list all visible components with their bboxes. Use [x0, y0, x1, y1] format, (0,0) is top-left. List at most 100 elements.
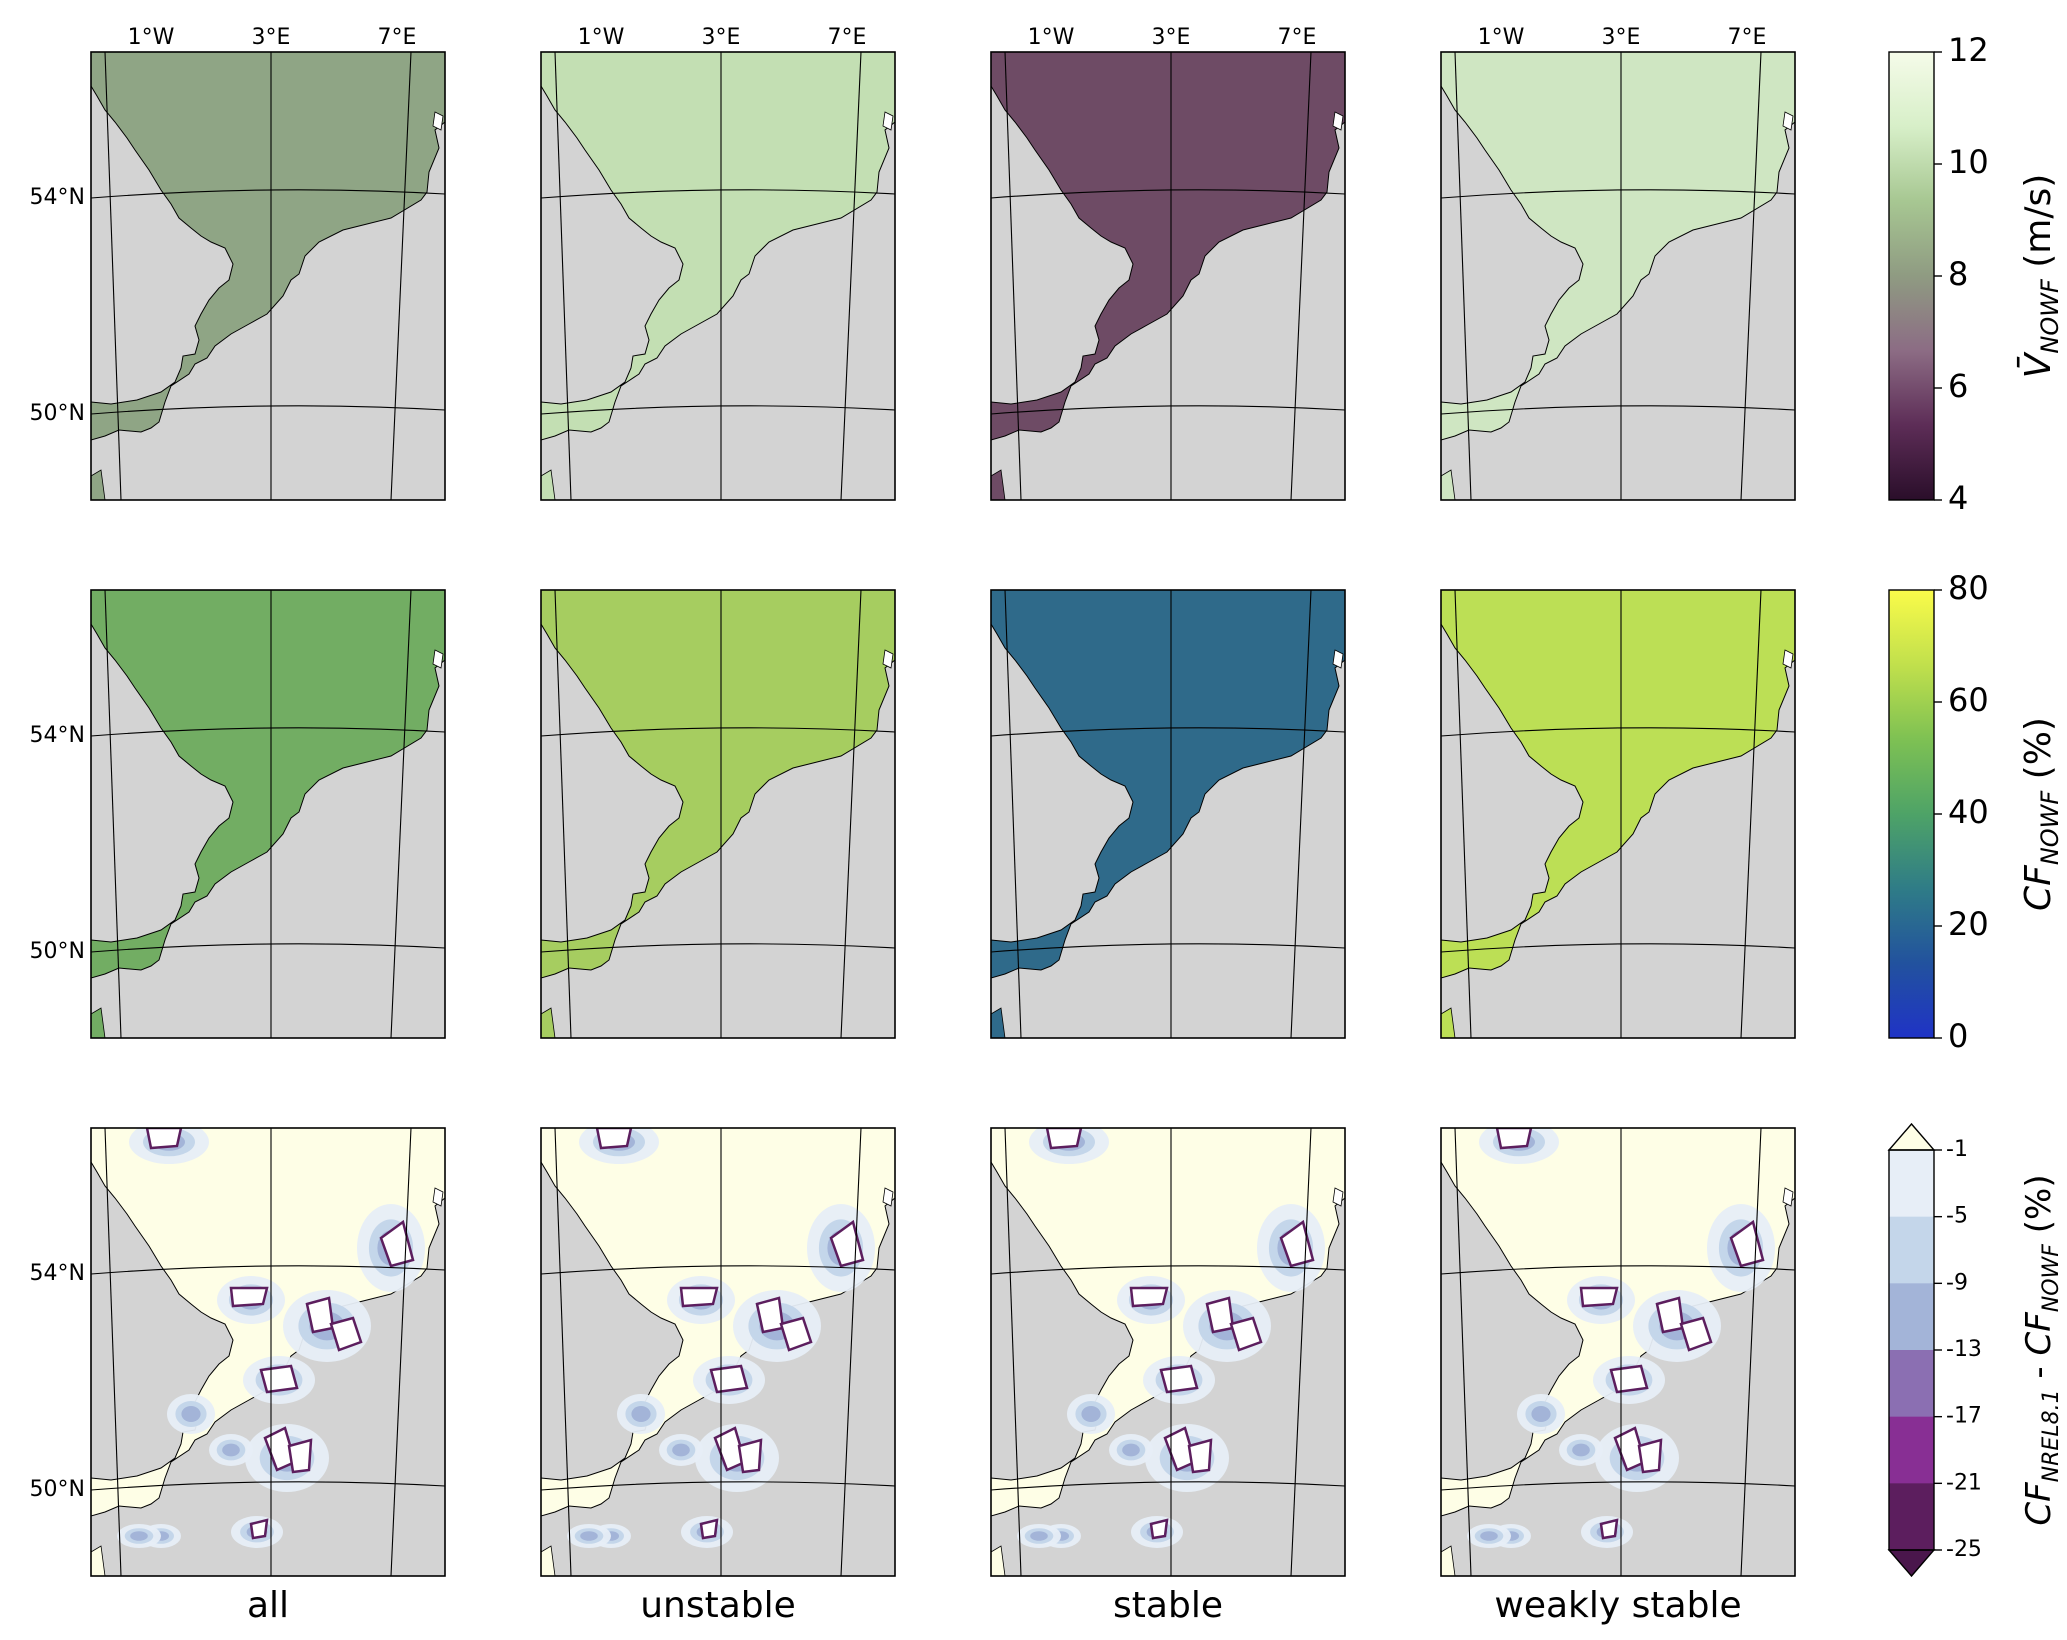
lon-tick-1: 1°W [1478, 25, 1525, 50]
colorbar-title: CFNREL8.1 - CFNOWF (%) [2019, 1174, 2064, 1525]
wind-farm-outline [709, 1364, 749, 1394]
map-panel-r3-c1: 54°N 50°N [30, 1127, 446, 1577]
lon-tick-3: 7°E [828, 25, 867, 50]
island [1782, 111, 1794, 131]
island [1782, 649, 1794, 669]
parallel-54n [1441, 727, 1795, 737]
parallel-54n [91, 1265, 445, 1275]
colorbar-2: 80 60 40 20 0 CFNOWF (%) [1888, 569, 2064, 1055]
colorbar-level-2 [1889, 1216, 1934, 1284]
column-label-1: all [247, 1585, 289, 1626]
wind-farm-outline [737, 1438, 763, 1474]
colorbar-tick-label: 0 [1948, 1017, 1968, 1055]
map-panel-r1-c3: 1°W 3°E 7°E [990, 25, 1346, 501]
coast-strip [91, 1007, 106, 1038]
graticule [541, 1128, 895, 1576]
meridian-7e [840, 590, 862, 1038]
column-label-2: unstable [640, 1585, 796, 1626]
wind-farm-outline [145, 1128, 183, 1150]
island [432, 111, 444, 131]
coast-strip [541, 1545, 556, 1576]
lon-tick-3: 7°E [1278, 25, 1317, 50]
column-labels: all unstable stable weakly stable [247, 1585, 1742, 1626]
lat-tick-54n: 54°N [30, 185, 85, 210]
colorbar-title: CFNOWF (%) [2018, 717, 2064, 911]
panel-frame [540, 1127, 896, 1577]
meridian-1w [1454, 590, 1472, 1038]
colorbar-level-3 [1889, 1283, 1934, 1351]
colorbar-tick-label: 10 [1948, 143, 1989, 181]
wind-farm-outline [1149, 1518, 1169, 1540]
wake-level-3 [130, 1531, 148, 1541]
map-panel-r3-c2 [540, 1127, 896, 1577]
column-label-4: weakly stable [1494, 1585, 1741, 1626]
island [1782, 1187, 1794, 1207]
colorbar-tick-label: -13 [1946, 1337, 1982, 1362]
colorbar-tick-label: 8 [1948, 255, 1968, 293]
wind-farm-outline [1205, 1296, 1235, 1334]
wind-farm-outline [259, 1364, 299, 1394]
sea-area [91, 590, 445, 979]
wind-farm-outline [755, 1296, 785, 1334]
wind-farm-outline [1655, 1296, 1685, 1334]
parallel-50n [91, 943, 445, 953]
meridian-7e [1740, 1128, 1762, 1576]
wind-farm-outline [1599, 1518, 1619, 1540]
colorbars: 12 10 8 6 4 V̄NOWF (m/s) 80 60 40 20 0 CFNOWF (%) -1… [1887, 31, 2064, 1578]
colorbar-tick-label: 6 [1948, 367, 1968, 405]
colorbar-tick-label: 40 [1948, 793, 1989, 831]
wind-farm-outline [595, 1128, 633, 1150]
meridian-7e [390, 590, 412, 1038]
lat-tick-50n: 50°N [30, 1477, 85, 1502]
wind-farm-outline [305, 1296, 335, 1334]
parallel-50n [991, 1481, 1345, 1491]
panel-frame [1440, 51, 1796, 501]
wind-farm-outline [1609, 1364, 1649, 1394]
island [882, 111, 894, 131]
wake-level-3 [1480, 1531, 1498, 1541]
wind-farm-outline [1579, 1286, 1619, 1308]
lat-tick-54n: 54°N [30, 723, 85, 748]
meridian-7e [1290, 1128, 1312, 1576]
meridian-1w [554, 1128, 572, 1576]
lon-tick-2: 3°E [252, 25, 291, 50]
map-panel-r1-c2: 1°W 3°E 7°E [540, 25, 896, 501]
wind-farm-outline [1187, 1438, 1213, 1474]
graticule [91, 52, 445, 500]
wake-level-3 [1030, 1531, 1048, 1541]
sea-area [1441, 590, 1795, 979]
lon-tick-3: 7°E [378, 25, 417, 50]
parallel-50n [91, 1481, 445, 1491]
parallel-54n [991, 189, 1345, 199]
island [1332, 111, 1344, 131]
wind-farm-outline [679, 1286, 719, 1308]
parallel-50n [1441, 943, 1795, 953]
graticule [541, 590, 895, 1038]
parallel-50n [1441, 405, 1795, 415]
parallel-50n [1441, 1481, 1795, 1491]
wind-farms [145, 1128, 415, 1540]
sea-area [91, 52, 445, 441]
coast-strip [541, 1007, 556, 1038]
wake-level-3 [1122, 1443, 1140, 1457]
wake-level-3 [1531, 1406, 1551, 1422]
meridian-7e [840, 1128, 862, 1576]
wind-farm-outline [229, 1286, 269, 1308]
meridian-7e [840, 52, 862, 500]
meridian-1w [104, 1128, 122, 1576]
panel-frame [990, 589, 1346, 1039]
graticule [991, 1128, 1345, 1576]
island [1332, 1187, 1344, 1207]
island [882, 649, 894, 669]
map-panel-r2-c3 [990, 589, 1346, 1039]
parallel-54n [541, 727, 895, 737]
meridian-1w [1454, 52, 1472, 500]
parallel-54n [1441, 1265, 1795, 1275]
sea-area [541, 590, 895, 979]
wind-farms [1045, 1128, 1315, 1540]
colorbar-tick-label: 60 [1948, 681, 1989, 719]
meridian-1w [1004, 52, 1022, 500]
wake-level-3 [1572, 1443, 1590, 1457]
meridian-7e [390, 1128, 412, 1576]
lon-tick-2: 3°E [1152, 25, 1191, 50]
